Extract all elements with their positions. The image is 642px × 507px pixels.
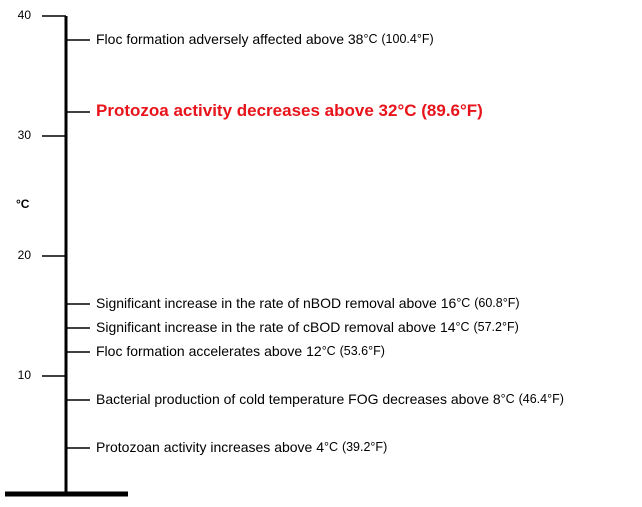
y-tick-label: 40 [18,8,32,22]
annotation-fahrenheit: (57.2°F) [473,320,518,334]
y-tick-label: 20 [18,248,32,262]
annotation: Bacterial production of cold temperature… [96,391,564,407]
annotation: Floc formation adversely affected above … [96,31,434,47]
annotation-fahrenheit: (53.6°F) [340,344,385,358]
annotation-unit: °C [324,440,338,454]
annotation-fahrenheit: (60.8°F) [474,296,519,310]
annotation-unit: °C [456,296,470,310]
annotation: Protozoan activity increases above 4°C (… [96,439,387,455]
y-tick-label: 10 [18,368,32,382]
annotation-unit: °C [363,32,377,46]
annotation-unit: °C [456,320,470,334]
annotation: Floc formation accelerates above 12°C (5… [96,343,385,359]
annotation-unit: °C [397,101,416,120]
annotation-fahrenheit: (46.4°F) [519,392,564,406]
annotation: Protozoa activity decreases above 32°C (… [96,101,483,120]
annotation-fahrenheit: (89.6°F) [421,101,483,120]
axis-label: °C [16,197,30,211]
annotation-text: Floc formation adversely affected above … [96,31,364,47]
annotation-fahrenheit: (100.4°F) [381,32,433,46]
annotation-text: Floc formation accelerates above 12 [96,343,322,359]
annotation: Significant increase in the rate of cBOD… [96,319,519,335]
y-tick-label: 30 [18,128,32,142]
annotation-text: Protozoan activity increases above 4 [96,439,324,455]
annotation: Significant increase in the rate of nBOD… [96,295,520,311]
annotation-text: Bacterial production of cold temperature… [96,391,501,407]
annotation-unit: °C [501,392,515,406]
annotation-text: Significant increase in the rate of cBOD… [96,319,456,335]
annotation-unit: °C [322,344,336,358]
annotation-text: Significant increase in the rate of nBOD… [96,295,457,311]
annotation-text: Protozoa activity decreases above 32 [96,101,397,120]
annotation-fahrenheit: (39.2°F) [342,440,387,454]
